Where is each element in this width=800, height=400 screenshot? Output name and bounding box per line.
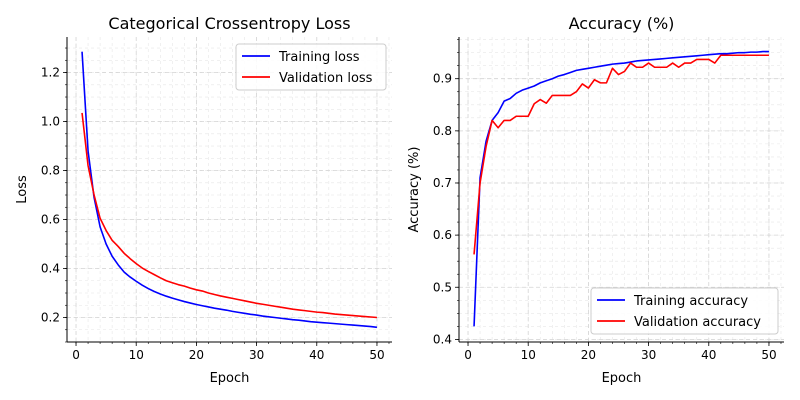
x-tick-label: 20 [581, 348, 596, 362]
y-tick-label: 1.0 [41, 115, 60, 129]
y-tick-label: 0.5 [433, 280, 452, 294]
x-tick-label: 30 [641, 348, 656, 362]
legend-box [235, 43, 387, 91]
x-axis-label: Epoch [602, 371, 642, 386]
x-tick-label: 0 [72, 348, 80, 362]
y-tick-label: 0.8 [433, 124, 452, 138]
y-tick-label: 0.9 [433, 72, 452, 86]
x-tick-label: 30 [249, 348, 264, 362]
x-axis-label: Epoch [210, 371, 250, 386]
x-tick-label: 20 [189, 348, 204, 362]
series-line-2 [473, 54, 769, 255]
legend-box [590, 287, 779, 335]
series-line-1 [81, 51, 378, 329]
chart-panel-2: 0 10 20 30 40 50 0.4 0.5 0.6 0.7 0.8 0.9 Accuracy (%… [407, 14, 784, 386]
y-axis-label: Loss [15, 175, 30, 204]
y-axis-label: Accuracy (%) [407, 147, 422, 233]
chart-panel-1: 0 10 20 30 40 50 0.2 0.4 0.6 0.8 1.0 1.2 Categorical… [15, 14, 392, 386]
series-line-2 [81, 112, 378, 319]
y-tick-label: 0.2 [41, 311, 60, 325]
x-tick-label: 50 [761, 348, 776, 362]
legend-label: Validation loss [279, 71, 373, 86]
legend-label: Validation accuracy [634, 315, 761, 330]
x-tick-label: 0 [464, 348, 472, 362]
y-tick-label: 0.6 [433, 228, 452, 242]
series-line-1 [473, 50, 769, 327]
y-tick-label: 0.4 [41, 262, 60, 276]
y-tick-label: 0.4 [433, 332, 452, 346]
x-tick-label: 10 [521, 348, 536, 362]
chart-title: Accuracy (%) [569, 14, 675, 33]
y-tick-label: 0.6 [41, 213, 60, 227]
x-tick-label: 40 [701, 348, 716, 362]
y-tick-label: 0.8 [41, 164, 60, 178]
y-tick-label: 1.2 [41, 66, 60, 80]
chart-title: Categorical Crossentropy Loss [108, 14, 350, 33]
legend: Training accuracy Validation accuracy [590, 287, 779, 335]
legend-label: Training loss [278, 50, 360, 65]
legend: Training loss Validation loss [235, 43, 387, 91]
x-tick-label: 10 [129, 348, 144, 362]
y-tick-label: 0.7 [433, 176, 452, 190]
x-tick-label: 40 [309, 348, 324, 362]
x-tick-label: 50 [369, 348, 384, 362]
legend-label: Training accuracy [633, 294, 748, 309]
